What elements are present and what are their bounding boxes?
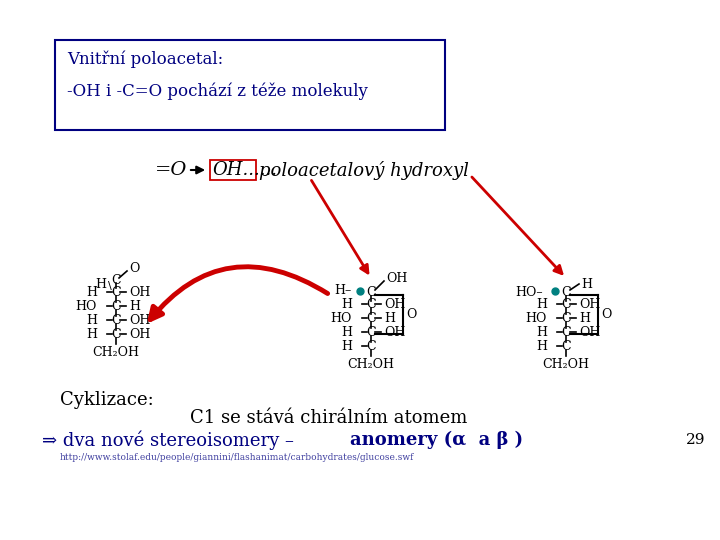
Text: H: H (341, 326, 352, 339)
Text: CH₂OH: CH₂OH (92, 346, 140, 359)
Text: H: H (96, 278, 107, 291)
Text: H: H (341, 298, 352, 310)
Text: O: O (129, 262, 140, 275)
Text: C: C (561, 312, 571, 325)
Text: OH: OH (579, 298, 600, 310)
Text: HO: HO (526, 312, 547, 325)
Text: OH: OH (384, 326, 405, 339)
Text: C: C (561, 298, 571, 310)
Text: poloacetalový hydroxyl: poloacetalový hydroxyl (259, 160, 469, 179)
Text: C: C (366, 312, 376, 325)
Text: C: C (111, 273, 121, 287)
Text: OH: OH (579, 326, 600, 339)
Text: C: C (366, 298, 376, 310)
Text: H: H (86, 314, 97, 327)
Text: H: H (86, 327, 97, 341)
Text: HO: HO (330, 312, 352, 325)
Text: C: C (561, 326, 571, 339)
Text: http://www.stolaf.edu/people/giannini/flashanimat/carbohydrates/glucose.swf: http://www.stolaf.edu/people/giannini/fl… (60, 454, 415, 462)
Text: C: C (111, 286, 121, 299)
Text: OH: OH (129, 327, 150, 341)
Text: O: O (601, 308, 611, 321)
Text: H: H (579, 312, 590, 325)
Text: H: H (341, 340, 352, 353)
Text: HO: HO (76, 300, 97, 313)
Text: OH: OH (129, 314, 150, 327)
Text: C: C (111, 327, 121, 341)
Text: H: H (86, 286, 97, 299)
Text: OH: OH (129, 286, 150, 299)
Text: C: C (111, 314, 121, 327)
Text: -OH i -C=O pochází z téže molekuly: -OH i -C=O pochází z téže molekuly (67, 82, 368, 99)
Text: H: H (536, 326, 547, 339)
Text: C: C (561, 340, 571, 353)
Text: CH₂OH: CH₂OH (348, 357, 395, 370)
FancyBboxPatch shape (55, 40, 445, 130)
Text: OH: OH (384, 298, 405, 310)
Text: C: C (366, 287, 376, 300)
Text: C: C (366, 326, 376, 339)
Text: anomery (α  a β ): anomery (α a β ) (350, 431, 523, 449)
Text: H: H (384, 312, 395, 325)
FancyBboxPatch shape (210, 160, 256, 180)
Text: 29: 29 (686, 433, 706, 447)
Text: ⇒ dva nové stereoisomery –: ⇒ dva nové stereoisomery – (42, 430, 300, 450)
Text: =O: =O (155, 161, 187, 179)
FancyArrowPatch shape (150, 267, 328, 320)
Text: C: C (561, 287, 571, 300)
Text: C: C (366, 340, 376, 353)
Text: CH₂OH: CH₂OH (542, 357, 590, 370)
Text: H: H (581, 278, 592, 291)
Text: C: C (111, 300, 121, 313)
Text: Cyklizace:: Cyklizace: (60, 391, 154, 409)
Text: OH: OH (386, 273, 408, 286)
Text: HO–: HO– (516, 287, 543, 300)
Text: OH......: OH...... (212, 161, 277, 179)
Text: Vnitřní poloacetal:: Vnitřní poloacetal: (67, 50, 223, 68)
Text: H–: H– (335, 285, 352, 298)
Text: H: H (129, 300, 140, 313)
Text: H: H (536, 298, 547, 310)
Text: H: H (536, 340, 547, 353)
Text: \: \ (108, 281, 112, 291)
Text: C1 se stává chirálním atomem: C1 se stává chirálním atomem (190, 409, 467, 427)
Text: O: O (406, 308, 416, 321)
